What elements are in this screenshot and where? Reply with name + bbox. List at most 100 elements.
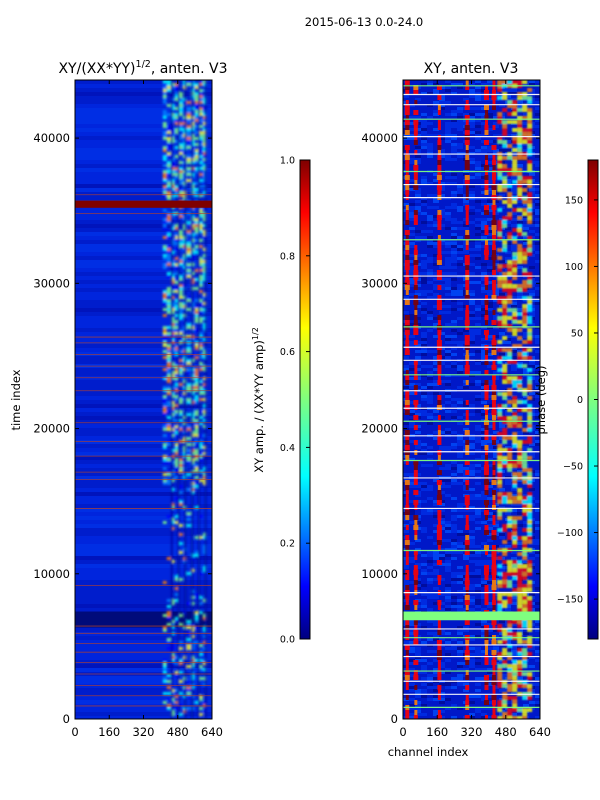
right-texture-cell [409,383,415,386]
right-texture-cell [517,485,523,488]
right-texture-cell [475,500,481,503]
right-texture-cell [439,473,445,476]
left-bright-cell [198,653,203,656]
right-texture-cell [475,131,481,134]
right-texture-cell [451,197,457,200]
right-texture-cell [409,122,415,125]
right-texture-cell [511,341,517,344]
right-texture-cell [457,446,463,449]
left-bright-cell [194,485,199,488]
right-texture-cell [499,545,505,548]
left-bright-cell [178,92,183,95]
right-texture-cell [439,419,445,422]
left-bright-cell [162,398,167,401]
right-texture-cell [415,485,421,488]
right-texture-cell [451,377,457,380]
right-texture-cell [433,269,439,272]
right-texture-cell [457,416,463,419]
right-texture-cell [457,383,463,386]
right-texture-cell [475,533,481,536]
right-texture-cell [499,377,505,380]
right-texture-cell [457,230,463,233]
left-bright-cell [178,500,183,503]
right-texture-cell [469,455,475,458]
right-texture-cell [469,479,475,482]
right-texture-cell [457,239,463,242]
right-texture-cell [535,458,540,461]
left-bright-cell [198,221,203,224]
right-texture-cell [481,197,487,200]
left-bright-cell [162,482,167,485]
right-texture-cell [415,83,421,86]
right-texture-cell [487,248,493,251]
right-texture-cell [427,467,433,470]
right-texture-cell [517,530,523,533]
right-texture-cell [451,263,457,266]
right-texture-cell [445,197,451,200]
left-bright-cell [194,98,199,101]
left-bright-cell [174,458,179,461]
left-bright-cell [194,470,199,473]
left-bright-cell [178,470,183,473]
left-bright-separator [197,80,200,719]
right-texture-cell [451,200,457,203]
right-texture-cell [415,224,421,227]
right-texture-cell [499,521,505,524]
left-bright-cell [198,602,203,605]
right-texture-cell [535,200,540,203]
left-bright-cell [194,314,199,317]
right-texture-cell [457,164,463,167]
right-texture-cell [517,266,523,269]
right-texture-cell [427,119,433,122]
right-texture-cell [529,326,535,329]
right-texture-cell [433,92,439,95]
left-bright-cell [198,260,203,263]
right-texture-cell [433,500,439,503]
right-texture-cell [409,287,415,290]
right-texture-cell [481,218,487,221]
right-texture-cell [511,215,517,218]
left-texture-row [75,632,212,636]
left-bright-cell [174,371,179,374]
right-texture-cell [415,371,421,374]
figure-title: 2015-06-13 0.0-24.0 [305,15,424,29]
right-texture-cell [475,377,481,380]
right-texture-cell [457,503,463,506]
right-texture-cell [475,356,481,359]
right-texture-cell [511,194,517,197]
right-texture-cell [403,296,409,299]
right-texture-cell [517,281,523,284]
right-texture-cell [421,335,427,338]
left-bright-cell [178,614,183,617]
right-texture-cell [523,449,529,452]
left-bright-cell [186,344,191,347]
right-texture-cell [523,386,529,389]
left-bright-cell [186,107,191,110]
left-bright-cell [166,479,171,482]
right-texture-cell [493,233,499,236]
right-texture-cell [535,356,540,359]
left-texture-row [75,532,212,536]
right-texture-cell [499,401,505,404]
right-texture-cell [439,263,445,266]
right-texture-cell [421,539,427,542]
right-texture-cell [493,179,499,182]
right-texture-cell [481,323,487,326]
right-texture-cell [469,401,475,404]
left-texture-row [75,188,212,192]
right-texture-cell [505,116,511,119]
right-texture-cell [403,368,409,371]
right-texture-cell [475,455,481,458]
right-texture-cell [421,86,427,89]
right-texture-cell [499,194,505,197]
left-bright-cell [194,476,199,479]
left-bright-cell [166,392,171,395]
right-texture-cell [433,164,439,167]
right-texture-cell [487,458,493,461]
left-bright-cell [162,209,167,212]
right-texture-cell [475,344,481,347]
right-texture-cell [481,317,487,320]
right-texture-cell [517,269,523,272]
right-texture-cell [457,191,463,194]
left-title-main: XY/(XX*YY) [58,61,135,77]
